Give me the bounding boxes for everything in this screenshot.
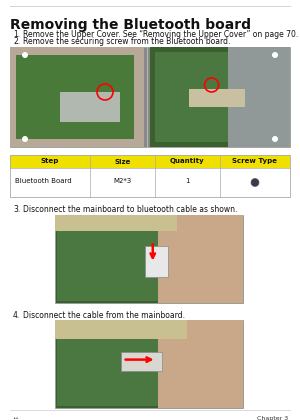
Text: 1: 1 [185, 178, 190, 184]
Bar [158, 320, 243, 408]
Bar [10, 47, 290, 147]
Circle shape [272, 52, 278, 58]
Bar [55, 215, 177, 231]
Bar [55, 320, 243, 408]
Text: 4.: 4. [13, 311, 20, 320]
Circle shape [22, 136, 28, 142]
Text: Disconnect the mainboard to bluetooth cable as shown.: Disconnect the mainboard to bluetooth ca… [23, 205, 237, 214]
Text: Bluetooth Board: Bluetooth Board [15, 178, 72, 184]
Bar [60, 92, 120, 122]
Bar [189, 89, 245, 107]
Text: Remove the Upper Cover. See “Removing the Upper Cover” on page 70.: Remove the Upper Cover. See “Removing th… [23, 30, 298, 39]
Text: Removing the Bluetooth board: Removing the Bluetooth board [10, 18, 251, 32]
Circle shape [22, 52, 28, 58]
Bar [145, 246, 168, 277]
Bar [10, 155, 290, 168]
Circle shape [251, 178, 259, 186]
Bar [121, 352, 162, 371]
Text: ••: •• [12, 416, 19, 420]
Bar [55, 215, 243, 303]
Text: Remove the securing screw from the Bluetooth board.: Remove the securing screw from the Bluet… [23, 37, 230, 46]
Text: Chapter 3: Chapter 3 [257, 416, 288, 420]
Bar [150, 47, 290, 147]
Text: Disconnect the cable from the mainboard.: Disconnect the cable from the mainboard. [23, 311, 185, 320]
Bar [57, 217, 166, 301]
Text: 3.: 3. [13, 205, 20, 214]
Bar [158, 215, 243, 303]
Bar [10, 47, 144, 147]
Bar [10, 155, 290, 197]
Text: M2*3: M2*3 [113, 178, 132, 184]
Bar [16, 55, 134, 139]
Text: Screw Type: Screw Type [232, 158, 278, 165]
Text: 2.: 2. [13, 37, 20, 46]
Text: Step: Step [41, 158, 59, 165]
Text: Quantity: Quantity [170, 158, 205, 165]
Bar [228, 47, 290, 147]
Bar [155, 52, 278, 142]
Text: Size: Size [114, 158, 131, 165]
Bar [55, 320, 187, 339]
Circle shape [272, 136, 278, 142]
Bar [10, 168, 290, 197]
Bar [57, 322, 166, 406]
Text: 1.: 1. [13, 30, 20, 39]
